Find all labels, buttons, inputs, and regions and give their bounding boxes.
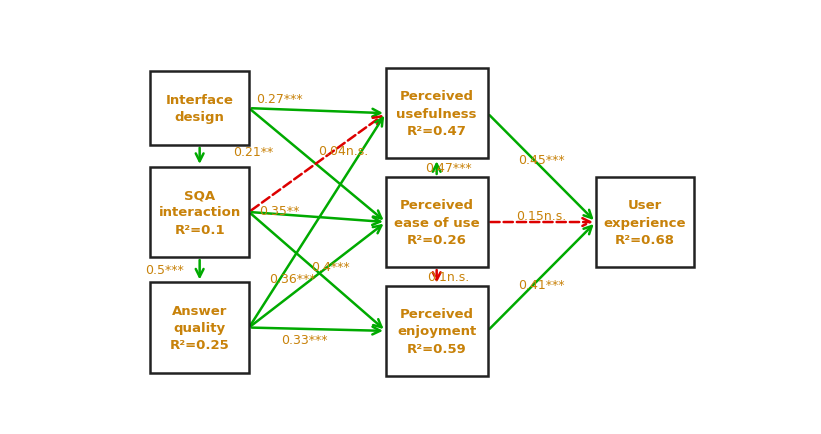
- Text: 0.4***: 0.4***: [311, 260, 350, 273]
- Text: experience: experience: [603, 216, 686, 229]
- Text: 0.36***: 0.36***: [268, 272, 315, 285]
- Text: enjoyment: enjoyment: [397, 325, 476, 338]
- Text: quality: quality: [173, 321, 226, 334]
- FancyBboxPatch shape: [386, 286, 488, 376]
- Text: 0.27***: 0.27***: [256, 93, 302, 106]
- Text: interaction: interaction: [158, 206, 241, 219]
- Text: R²=0.25: R²=0.25: [170, 339, 230, 352]
- Text: 0.35**: 0.35**: [259, 204, 300, 217]
- FancyBboxPatch shape: [150, 72, 249, 146]
- Text: usefulness: usefulness: [397, 108, 477, 120]
- Text: Interface: Interface: [166, 94, 234, 107]
- Text: Perceived: Perceived: [400, 307, 474, 320]
- Text: R²=0.47: R²=0.47: [406, 125, 466, 138]
- Text: Answer: Answer: [172, 304, 227, 317]
- FancyBboxPatch shape: [596, 178, 695, 268]
- Text: 0.21**: 0.21**: [234, 146, 274, 159]
- Text: Perceived: Perceived: [400, 90, 474, 103]
- Text: Perceived: Perceived: [400, 199, 474, 212]
- FancyBboxPatch shape: [386, 178, 488, 268]
- Text: R²=0.59: R²=0.59: [406, 342, 466, 355]
- Text: R²=0.26: R²=0.26: [406, 233, 466, 247]
- Text: 0.1n.s.: 0.1n.s.: [427, 270, 470, 283]
- Text: SQA: SQA: [184, 189, 215, 202]
- Text: R²=0.1: R²=0.1: [174, 224, 225, 237]
- Text: 0.33***: 0.33***: [282, 333, 328, 346]
- Text: design: design: [175, 111, 225, 124]
- Text: 0.41***: 0.41***: [518, 279, 565, 292]
- Text: 0.45***: 0.45***: [518, 153, 565, 166]
- Text: R²=0.68: R²=0.68: [615, 233, 675, 247]
- Text: 0.5***: 0.5***: [145, 263, 184, 276]
- Text: 0.15n.s.: 0.15n.s.: [516, 209, 566, 222]
- Text: User: User: [628, 199, 663, 212]
- FancyBboxPatch shape: [150, 283, 249, 373]
- Text: 0.04n.s.: 0.04n.s.: [318, 145, 368, 158]
- FancyBboxPatch shape: [386, 69, 488, 159]
- Text: 0.47***: 0.47***: [424, 162, 471, 175]
- Text: ease of use: ease of use: [394, 216, 479, 229]
- FancyBboxPatch shape: [150, 168, 249, 258]
